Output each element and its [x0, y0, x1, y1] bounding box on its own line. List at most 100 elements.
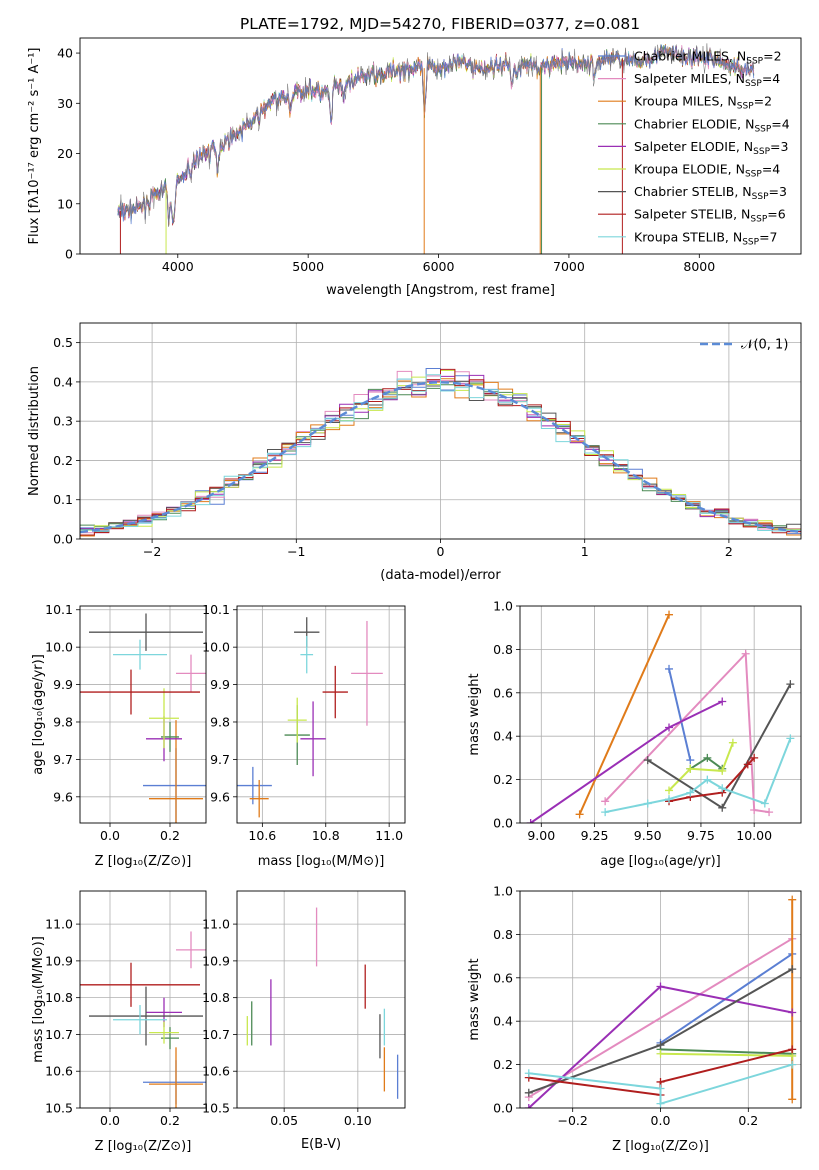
- y-axis-label: mass weight: [467, 958, 482, 1040]
- y-tick-label: 9.7: [53, 752, 73, 767]
- weight-marker: [601, 808, 610, 817]
- legend-label-tail: =4: [762, 71, 780, 86]
- x-tick-label: 10.6: [248, 828, 276, 843]
- weight-marker: [524, 1069, 533, 1078]
- x-axis-label: age [log₁₀(age/yr)]: [600, 854, 721, 869]
- y-tick-label: 9.9: [210, 677, 230, 692]
- legend-label-tail: =6: [767, 207, 785, 222]
- y-tick-label: 9.8: [53, 714, 73, 729]
- y-tick-label: 11.0: [45, 917, 73, 932]
- weight-marker: [686, 756, 695, 765]
- x-tick-label: 6000: [423, 259, 455, 274]
- weight-line: [528, 937, 793, 1099]
- axes-frame: [79, 322, 802, 540]
- x-tick-label: −0.2: [558, 1113, 588, 1128]
- legend-label: Salpeter STELIB, NSSP=6: [634, 207, 786, 225]
- y-tick-label: 11.0: [202, 917, 230, 932]
- legend-label-tail: =2: [763, 49, 781, 64]
- y-tick-label: 10.1: [45, 602, 73, 617]
- normal-curve: [80, 381, 801, 534]
- x-tick-label: 0.0: [651, 1113, 671, 1128]
- weight-line: [668, 668, 692, 761]
- weight-line: [660, 1048, 793, 1055]
- legend-label: Salpeter MILES, NSSP=4: [634, 71, 780, 89]
- y-axis-label: mass [log₁₀(M/M⊙)]: [31, 936, 46, 1063]
- weight-marker: [643, 756, 652, 765]
- weight-marker: [665, 723, 674, 732]
- axes-residuals: −2 −1 0 1 2 0.0 0.1 0.2 0.3 0.4 0.5 (data-model)/er…: [27, 322, 802, 583]
- y-tick-label: 0: [65, 247, 73, 262]
- x-axis-label: Z [log₁₀(Z/Z⊙)]: [95, 1139, 192, 1154]
- y-tick-label: 0.0: [493, 816, 513, 831]
- spectrum-data-line: [117, 43, 755, 227]
- axes-frame: [519, 605, 802, 824]
- legend-label: Chabrier MILES, NSSP=2: [634, 49, 782, 67]
- y-tick-label: 0.8: [493, 642, 513, 657]
- legend-label-tail: =4: [771, 116, 789, 131]
- plot-area: [80, 891, 206, 1108]
- x-tick-label: 9.00: [527, 828, 555, 843]
- legend-label: 𝒩(0, 1): [741, 338, 788, 353]
- weight-marker: [703, 753, 712, 762]
- weight-marker: [765, 808, 774, 817]
- plot-area: [80, 606, 206, 823]
- weight-marker: [665, 786, 674, 795]
- weight-line: [528, 1063, 793, 1106]
- y-tick-label: 0.0: [53, 532, 73, 547]
- legend-label: Salpeter ELODIE, NSSP=3: [634, 139, 788, 157]
- legend-label-tail: =3: [769, 184, 787, 199]
- axes-frame: [236, 890, 406, 1109]
- y-tick-label: 10.0: [202, 640, 230, 655]
- y-tick-label: 0.4: [53, 374, 73, 389]
- x-tick-label: 9.50: [634, 828, 662, 843]
- weight-marker: [526, 819, 535, 823]
- x-axis-label: Z [log₁₀(Z/Z⊙)]: [612, 1139, 709, 1154]
- x-tick-label: 9.75: [687, 828, 715, 843]
- y-tick-label: 10.6: [45, 1064, 73, 1079]
- x-tick-label: 9.25: [581, 828, 609, 843]
- plot-area: [117, 43, 755, 254]
- x-tick-label: 1: [581, 544, 589, 559]
- axes-weight_vs_age: 9.00 9.25 9.50 9.75 10.00 0.0 0.2 0.4 0.6 0.8 1.0 a…: [467, 599, 802, 869]
- weight-marker: [718, 803, 727, 812]
- x-tick-label: 0.0: [100, 828, 120, 843]
- legend-label-tail: =7: [759, 229, 777, 244]
- y-tick-label: 0.4: [493, 1014, 513, 1029]
- weight-marker: [786, 680, 795, 689]
- legend-label-name: Salpeter MILES, N: [634, 71, 745, 86]
- x-tick-label: 11.0: [375, 828, 403, 843]
- y-tick-label: 0.5: [53, 335, 73, 350]
- weight-line: [530, 700, 723, 823]
- y-tick-label: 0.2: [493, 1057, 513, 1072]
- weight-marker: [750, 805, 759, 814]
- y-tick-label: 40: [57, 46, 73, 61]
- weight-marker: [788, 1095, 797, 1104]
- legend-label-sub: SSP: [745, 170, 762, 180]
- legend-label-sub: SSP: [753, 147, 770, 157]
- y-tick-label: 10.0: [45, 640, 73, 655]
- weight-marker: [524, 1104, 533, 1108]
- axes-frame: [79, 890, 207, 1109]
- y-tick-label: 30: [57, 96, 73, 111]
- x-tick-label: 7000: [553, 259, 585, 274]
- y-axis-label: Flux [fλ10⁻¹⁷ erg cm⁻² s⁻¹ A⁻¹]: [27, 48, 42, 245]
- weight-marker: [656, 982, 665, 991]
- weight-marker: [703, 775, 712, 784]
- plot-area: [237, 891, 405, 1108]
- plot-area: [520, 606, 801, 823]
- y-tick-label: 9.7: [210, 752, 230, 767]
- y-tick-label: 10.6: [202, 1064, 230, 1079]
- legend-label-sub: SSP: [737, 102, 754, 112]
- x-tick-label: 0.0: [100, 1113, 120, 1128]
- weight-marker: [656, 1049, 665, 1058]
- y-tick-label: 0.0: [493, 1101, 513, 1116]
- weight-marker: [788, 1008, 797, 1017]
- weight-marker: [656, 1041, 665, 1050]
- y-axis-label: age [log₁₀(age/yr)]: [31, 654, 46, 775]
- x-tick-label: 4000: [162, 259, 194, 274]
- axes-age_vs_Z: 0.0 0.2 9.6 9.7 9.8 9.9 10.0 10.1 Z [log₁₀(Z/Z⊙)…: [31, 602, 207, 869]
- axes-frame: [79, 37, 802, 255]
- axes-frame: [519, 890, 802, 1109]
- legend-label-sub: SSP: [745, 79, 762, 89]
